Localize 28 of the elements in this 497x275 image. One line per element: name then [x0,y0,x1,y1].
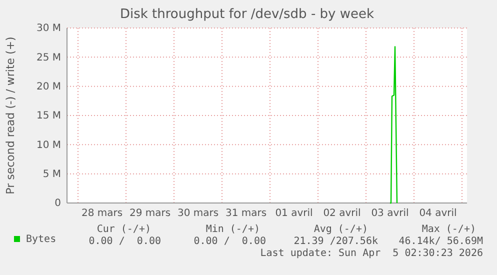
y-tick-label: 20 M [36,82,61,93]
text: Avg (-/+) [314,224,368,235]
y-tick-label: 30 M [36,23,61,34]
x-tick-label: 04 avril [419,208,457,220]
text: Last update: Sun Apr 5 02:30:23 2026 [260,248,483,259]
chart-title: Disk throughput for /dev/sdb - by week [120,7,374,22]
y-tick-label: 25 M [36,52,61,64]
y-tick-label: 15 M [36,110,61,122]
x-tick-label: 30 mars [177,208,219,220]
x-tick-label: 29 mars [129,208,171,220]
y-axis-title: Pr second read (-) / write (+) [4,36,17,194]
y-tick-label: 10 M [36,140,61,151]
text: 46.14k/ 56.69M [398,236,483,247]
line-series [389,46,398,204]
legend-label: Bytes [26,234,56,245]
x-tick-label: 03 avril [371,208,409,220]
y-tick-label: 0 [54,198,61,210]
text: 0.00 / 0.00 [88,236,161,247]
text: 21.39 /207.56k [294,236,378,247]
y-tick-label: 5 M [42,169,61,180]
text: Min (-/+) [206,224,260,235]
text: Cur (-/+) [96,224,151,235]
x-tick-label: 31 mars [225,208,267,220]
x-tick-label: 28 mars [81,208,123,220]
x-tick-label: 01 avril [275,208,313,220]
text: Max (-/+) [422,224,476,235]
x-tick-label: 02 avril [323,208,361,220]
text: 0.00 / 0.00 [194,236,266,247]
